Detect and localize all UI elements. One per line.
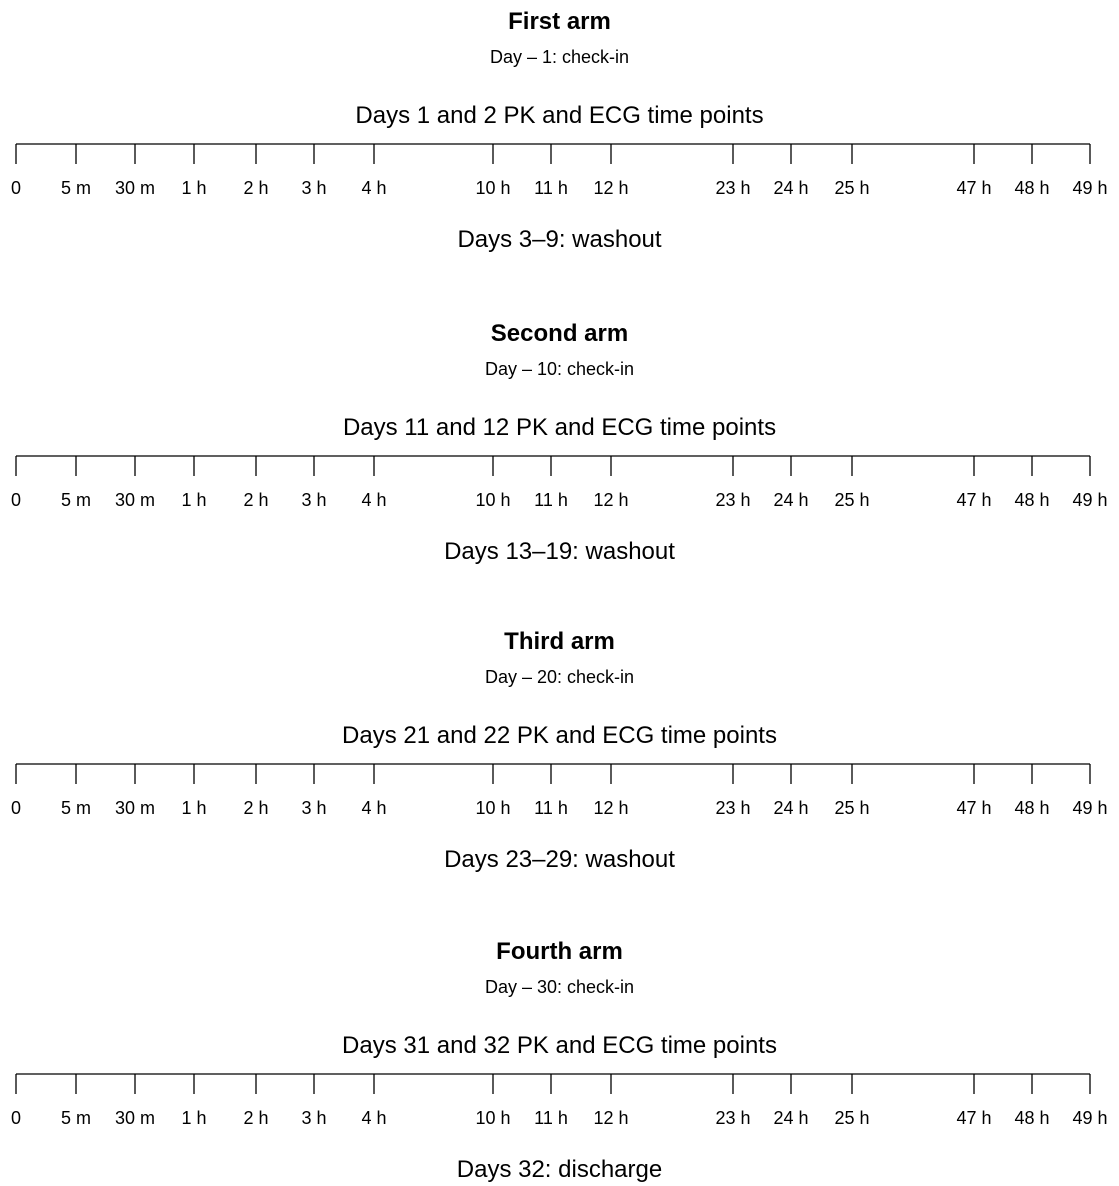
tick-label: 10 h <box>475 178 510 198</box>
tick-label: 49 h <box>1072 1108 1107 1128</box>
tick-label: 5 m <box>61 178 91 198</box>
timeline-label: Days 31 and 32 PK and ECG time points <box>342 1032 777 1059</box>
checkin-label: Day – 30: check-in <box>484 977 635 997</box>
time-axis: 0 5 m 30 m 1 h 2 h 3 h 4 h 10 h 11 h 12 h 23 h 24 h… <box>11 763 1108 818</box>
tick-label: 0 <box>11 798 21 818</box>
tick-label: 5 m <box>61 798 91 818</box>
tick-label: 24 h <box>773 490 808 510</box>
washout-label: Days 13–19: washout <box>444 538 675 565</box>
tick-label: 49 h <box>1072 798 1107 818</box>
tick-label: 2 h <box>243 490 268 510</box>
time-axis: 0 5 m 30 m 1 h 2 h 3 h 4 h 10 h 11 h 12 h 23 h 24 h… <box>11 455 1108 510</box>
tick-label: 5 m <box>61 490 91 510</box>
arm-title: First arm <box>508 8 611 35</box>
tick-label: 24 h <box>773 178 808 198</box>
tick-label: 49 h <box>1072 178 1107 198</box>
tick-label: 0 <box>11 178 21 198</box>
time-axis: 0 5 m 30 m 1 h 2 h 3 h 4 h 10 h 11 h 12 h 23 h 24 h… <box>11 143 1108 198</box>
tick-label: 12 h <box>593 178 628 198</box>
tick-label: 48 h <box>1014 798 1049 818</box>
tick-label: 47 h <box>956 490 991 510</box>
tick-label: 11 h <box>534 1108 568 1128</box>
tick-label: 3 h <box>301 798 326 818</box>
tick-label: 1 h <box>181 178 206 198</box>
tick-label: 3 h <box>301 178 326 198</box>
washout-label: Days 23–29: washout <box>444 846 675 873</box>
discharge-label: Days 32: discharge <box>456 1156 663 1183</box>
tick-label: 25 h <box>834 178 869 198</box>
arm-title: Third arm <box>504 628 615 655</box>
checkin-label: Day – 10: check-in <box>484 359 635 379</box>
tick-label: 3 h <box>301 490 326 510</box>
tick-label: 4 h <box>361 178 386 198</box>
tick-label: 1 h <box>181 798 206 818</box>
tick-label: 1 h <box>181 1108 206 1128</box>
tick-label: 2 h <box>243 798 268 818</box>
tick-label: 24 h <box>773 1108 808 1128</box>
tick-label: 12 h <box>593 490 628 510</box>
tick-label: 30 m <box>115 490 155 510</box>
tick-label: 11 h <box>534 178 568 198</box>
tick-label: 49 h <box>1072 490 1107 510</box>
arm-title: Fourth arm <box>496 938 623 965</box>
arm-title: Second arm <box>490 320 629 347</box>
tick-label: 25 h <box>834 490 869 510</box>
tick-label: 12 h <box>593 1108 628 1128</box>
tick-label: 24 h <box>773 798 808 818</box>
tick-label: 11 h <box>534 490 568 510</box>
tick-label: 25 h <box>834 1108 869 1128</box>
tick-label: 48 h <box>1014 178 1049 198</box>
tick-label: 4 h <box>361 798 386 818</box>
tick-label: 10 h <box>475 1108 510 1128</box>
washout-label: Days 3–9: washout <box>457 226 662 253</box>
tick-label: 30 m <box>115 798 155 818</box>
timeline-label: Days 1 and 2 PK and ECG time points <box>355 102 764 129</box>
tick-label: 23 h <box>715 490 750 510</box>
tick-label: 0 <box>11 490 21 510</box>
checkin-label: Day – 1: check-in <box>489 47 630 67</box>
tick-label: 47 h <box>956 178 991 198</box>
tick-label: 2 h <box>243 1108 268 1128</box>
tick-label: 2 h <box>243 178 268 198</box>
tick-label: 23 h <box>715 798 750 818</box>
tick-label: 47 h <box>956 798 991 818</box>
timeline-label: Days 21 and 22 PK and ECG time points <box>342 722 777 749</box>
tick-label: 10 h <box>475 490 510 510</box>
tick-label: 30 m <box>115 178 155 198</box>
tick-label: 1 h <box>181 490 206 510</box>
tick-label: 4 h <box>361 1108 386 1128</box>
timeline-label: Days 11 and 12 PK and ECG time points <box>342 414 777 441</box>
tick-label: 23 h <box>715 178 750 198</box>
time-axis: 0 5 m 30 m 1 h 2 h 3 h 4 h 10 h 11 h 12 h 23 h 24 h… <box>11 1073 1108 1128</box>
tick-label: 25 h <box>834 798 869 818</box>
checkin-label: Day – 20: check-in <box>484 667 635 687</box>
tick-label: 11 h <box>534 798 568 818</box>
tick-label: 48 h <box>1014 490 1049 510</box>
tick-label: 48 h <box>1014 1108 1049 1128</box>
tick-label: 12 h <box>593 798 628 818</box>
tick-label: 10 h <box>475 798 510 818</box>
tick-label: 3 h <box>301 1108 326 1128</box>
tick-label: 30 m <box>115 1108 155 1128</box>
tick-label: 0 <box>11 1108 21 1128</box>
tick-label: 47 h <box>956 1108 991 1128</box>
tick-label: 5 m <box>61 1108 91 1128</box>
tick-label: 4 h <box>361 490 386 510</box>
tick-label: 23 h <box>715 1108 750 1128</box>
